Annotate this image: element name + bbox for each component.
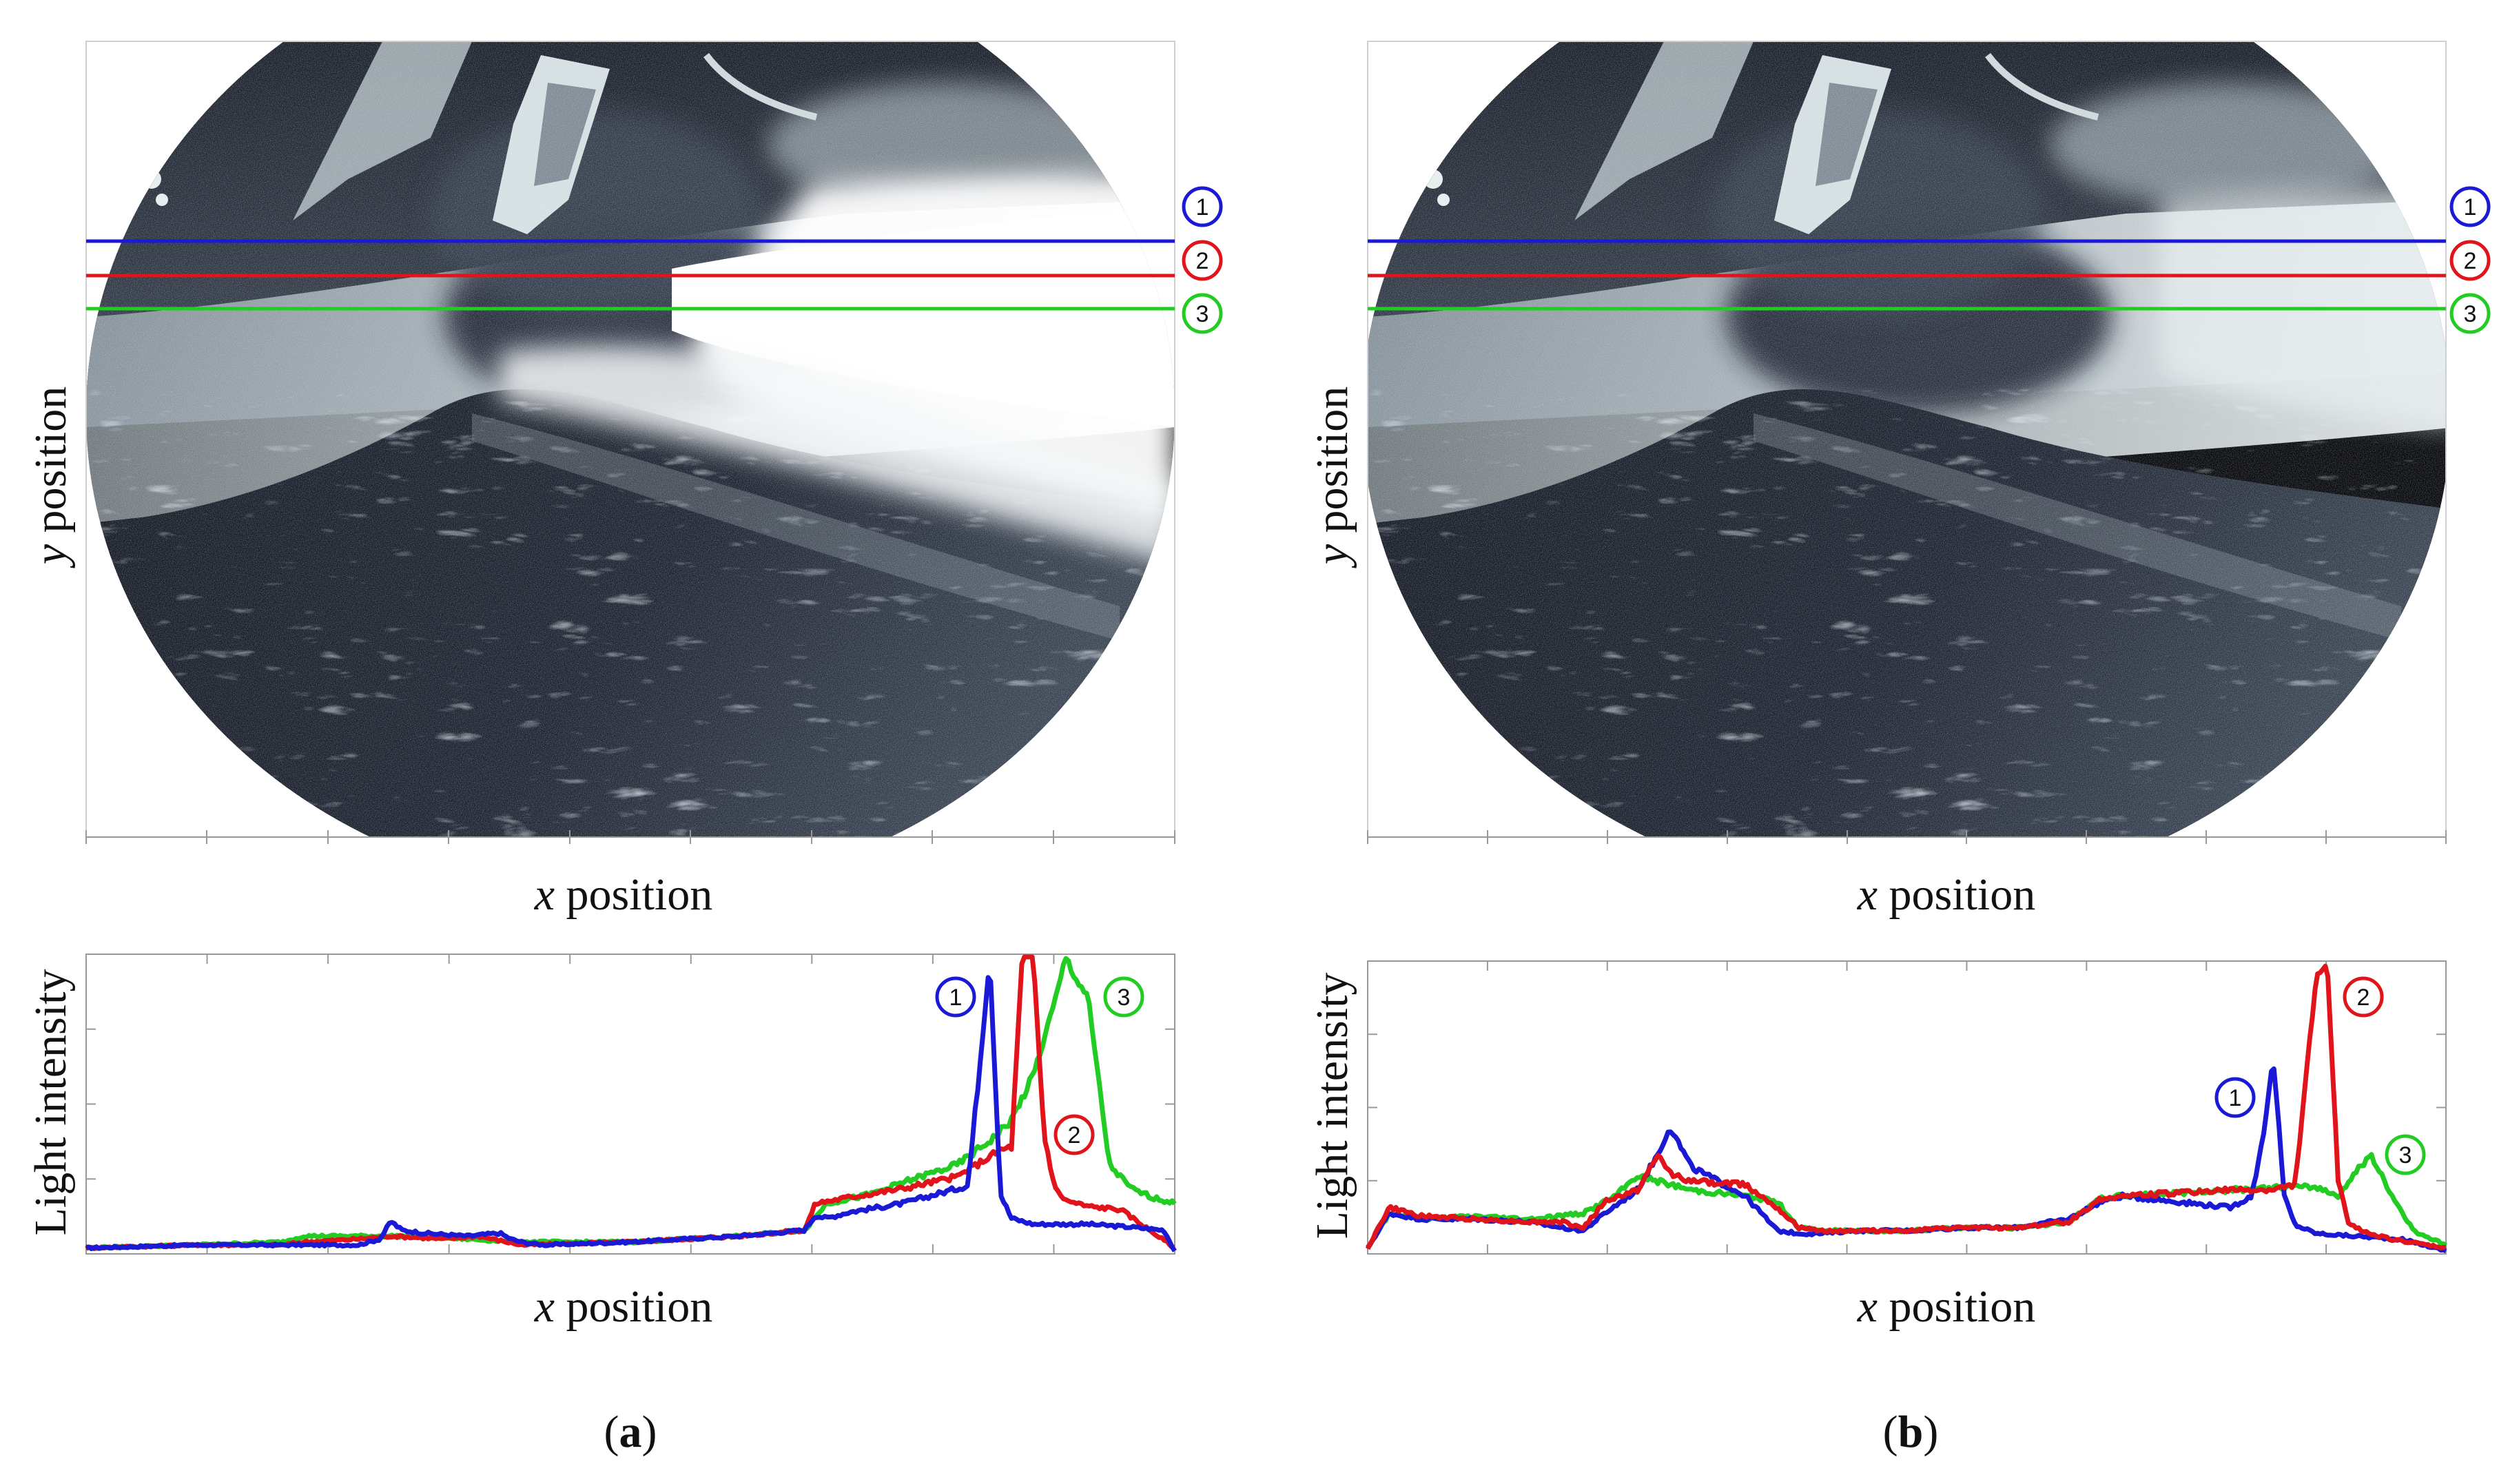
panel-b-plot-frame xyxy=(1367,960,2447,1255)
series-1-line xyxy=(85,975,1177,1253)
panel-b-plot-x-label: x position xyxy=(1857,1281,2036,1332)
panel-b-series xyxy=(1365,963,2447,1254)
plot-marker-3: 3 xyxy=(2385,1134,2426,1175)
plot-marker-1: 1 xyxy=(935,976,976,1018)
panel-a-image-markers: 1 2 3 xyxy=(1182,186,1223,334)
panel-b-plot-markers: 1 2 3 xyxy=(2214,976,2426,1175)
svg-text:2: 2 xyxy=(1196,248,1209,274)
svg-text:2: 2 xyxy=(2464,248,2477,274)
svg-text:1: 1 xyxy=(1196,194,1209,220)
panel-b-image xyxy=(1367,41,2447,838)
panel-b-label: (b) xyxy=(1883,1407,1939,1457)
panel-a-plot-markers: 1 2 3 xyxy=(935,976,1144,1155)
plot-marker-2: 2 xyxy=(1053,1114,1095,1155)
panel-a-x-label: x position xyxy=(534,869,713,920)
marker-1: 1 xyxy=(1182,186,1223,227)
svg-text:1: 1 xyxy=(2229,1085,2242,1111)
plot-marker-1: 1 xyxy=(2214,1077,2256,1118)
marker-3: 3 xyxy=(2449,293,2491,334)
panel-a-image-ticks xyxy=(85,830,1175,844)
svg-text:3: 3 xyxy=(1196,301,1209,327)
panel-b-plot-y-label: Light intensity xyxy=(1307,973,1357,1239)
series-2-line xyxy=(85,954,1175,1251)
panel-b-image-ticks xyxy=(1367,830,2447,844)
marker-3: 3 xyxy=(1182,293,1223,334)
panel-a-y-label: y position xyxy=(25,387,76,569)
panel-b-image-markers: 1 2 3 xyxy=(2449,186,2491,334)
panel-b-y-label: y position xyxy=(1307,387,1357,569)
series-2-line xyxy=(1365,963,2447,1250)
plot-marker-2: 2 xyxy=(2343,976,2384,1018)
panel-a-plot-ticks xyxy=(85,954,1175,1254)
panel-a-plot-x-label: x position xyxy=(534,1281,713,1332)
panel-a-label: (a) xyxy=(604,1407,657,1457)
panel-a-profile-lines xyxy=(86,239,1175,311)
svg-text:1: 1 xyxy=(2464,194,2477,220)
marker-2: 2 xyxy=(1182,240,1223,281)
svg-text:2: 2 xyxy=(2357,985,2370,1011)
marker-1: 1 xyxy=(2449,186,2491,227)
svg-text:2: 2 xyxy=(1068,1122,1081,1148)
svg-text:3: 3 xyxy=(2464,301,2477,327)
panel-a-image xyxy=(85,41,1175,838)
marker-2: 2 xyxy=(2449,240,2491,281)
panel-a-plot-y-label: Light intensity xyxy=(25,969,76,1236)
panel-a-series xyxy=(85,954,1177,1253)
svg-text:3: 3 xyxy=(2399,1142,2412,1168)
svg-text:1: 1 xyxy=(949,985,963,1011)
panel-b-plot-ticks xyxy=(1367,961,2447,1254)
svg-text:3: 3 xyxy=(1118,985,1131,1011)
panel-b-profile-lines xyxy=(1368,239,2446,311)
panel-b-x-label: x position xyxy=(1857,869,2036,920)
plot-marker-3: 3 xyxy=(1103,976,1144,1018)
